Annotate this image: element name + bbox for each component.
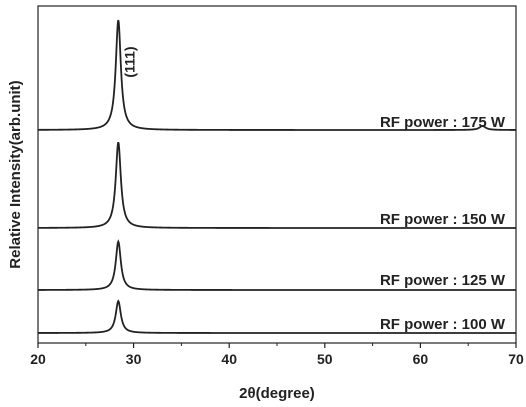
- series-line: [38, 239, 516, 291]
- x-tick-label: 20: [30, 351, 46, 367]
- plot-frame: [37, 5, 517, 344]
- x-tick-label: 40: [221, 351, 237, 367]
- series-line: [37, 141, 516, 229]
- series-label-125w: RF power : 125 W: [380, 272, 506, 289]
- series-label-175w: RF power : 175 W: [380, 114, 506, 131]
- x-tick-label: 30: [126, 351, 142, 367]
- series-line: [38, 299, 516, 334]
- series-label-100w: RF power : 100 W: [380, 316, 506, 333]
- series-line: [38, 19, 516, 131]
- peak-label-111: (111): [121, 46, 137, 77]
- x-tick-label: 70: [508, 351, 524, 367]
- x-tick-label: 60: [413, 351, 429, 367]
- x-axis-label: 2θ(degree): [239, 385, 315, 402]
- axes: 20 30 40 50 60 70: [30, 5, 524, 367]
- x-tick-label: 50: [317, 351, 333, 367]
- series-label-150w: RF power : 150 W: [380, 211, 506, 228]
- plot-area: [37, 19, 516, 334]
- y-axis-label: Relative Intensity(arb.unit): [7, 80, 24, 268]
